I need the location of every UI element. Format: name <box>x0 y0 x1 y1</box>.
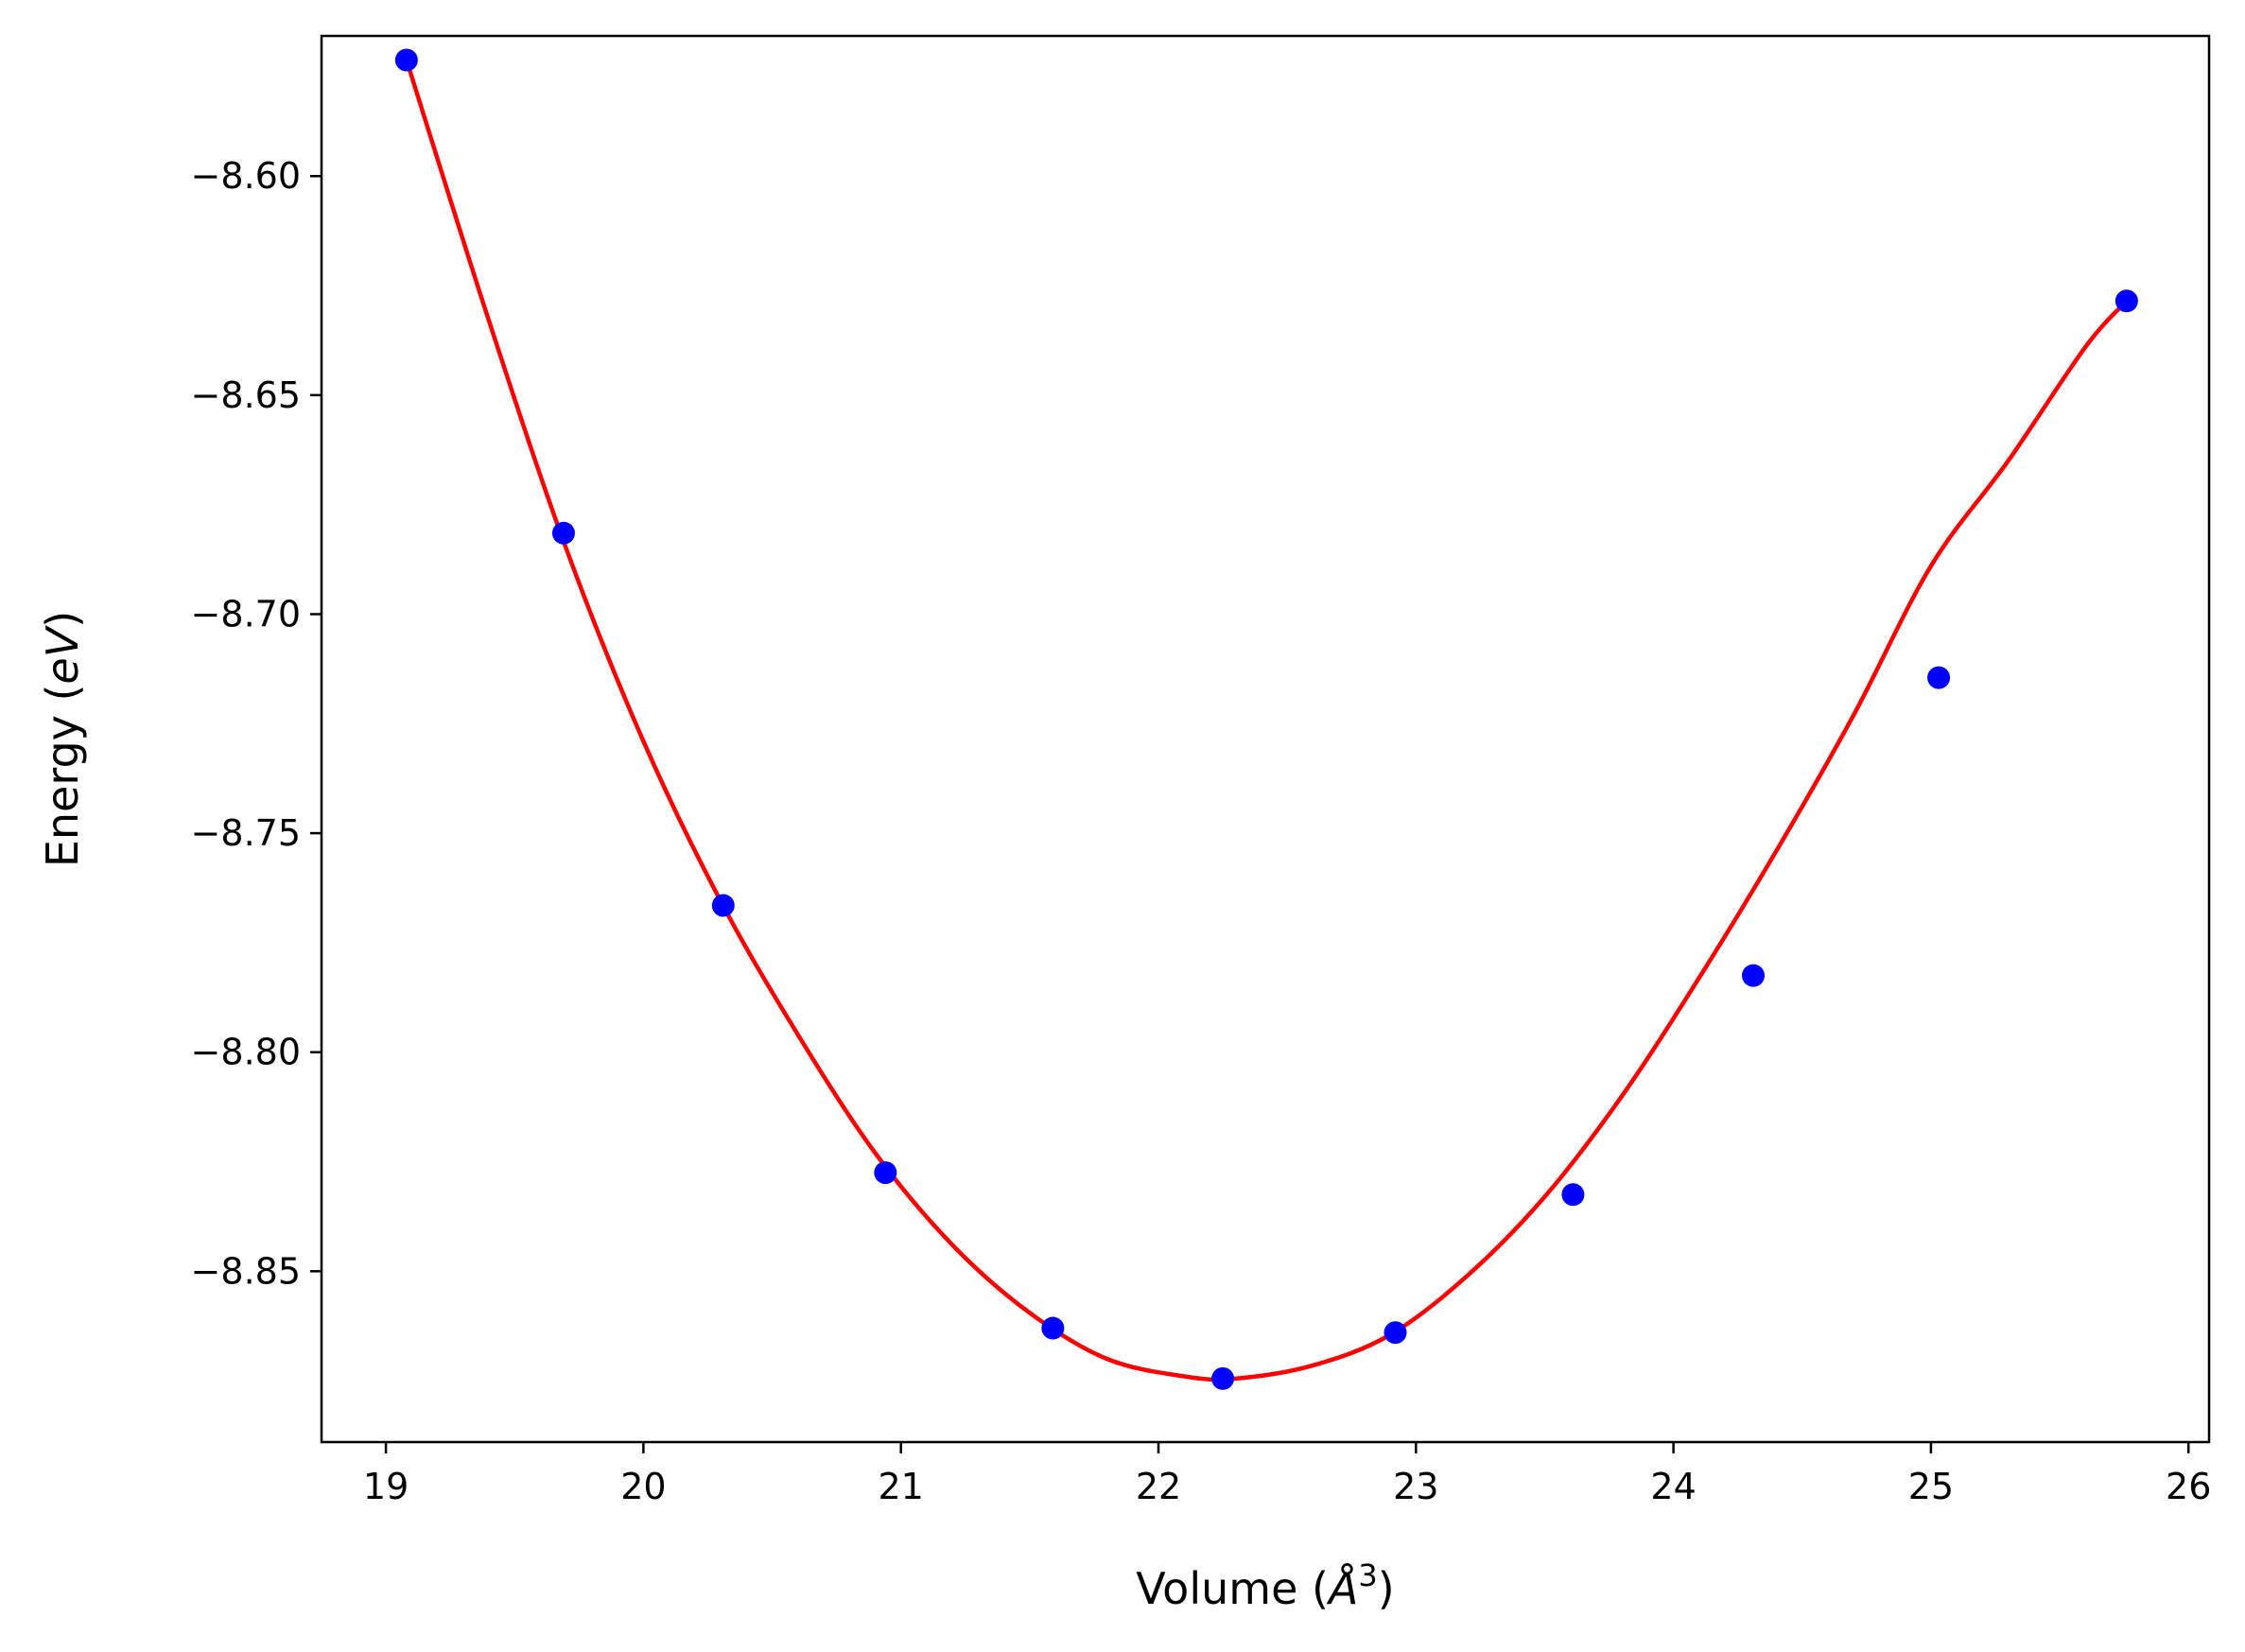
axes-frame <box>320 34 2211 1444</box>
data-point <box>394 48 418 72</box>
x-axis-label: Volume (Å3) <box>1136 1557 1394 1614</box>
y-tick-label: −8.60 <box>191 155 301 197</box>
y-tick-label: −8.85 <box>191 1250 301 1292</box>
x-tick-label: 23 <box>1393 1466 1438 1507</box>
x-tick-label: 26 <box>2166 1466 2211 1507</box>
data-point <box>551 521 575 545</box>
data-layer <box>394 48 2138 1390</box>
x-tick-label: 20 <box>620 1466 666 1507</box>
data-point <box>874 1161 897 1185</box>
y-tick-label: −8.80 <box>191 1032 301 1073</box>
data-point <box>2114 289 2138 313</box>
data-point <box>1742 964 1766 987</box>
y-tick-label: −8.75 <box>191 812 301 854</box>
data-point <box>1211 1366 1235 1390</box>
x-tick-label: 21 <box>879 1466 924 1507</box>
y-tick-label: −8.70 <box>191 593 301 635</box>
data-point <box>1561 1183 1585 1207</box>
x-tick-label: 19 <box>363 1466 409 1507</box>
data-point <box>1384 1321 1407 1345</box>
y-tick-label: −8.65 <box>191 374 301 416</box>
x-tick-label: 22 <box>1136 1466 1181 1507</box>
fit-curve-line <box>404 59 2129 1382</box>
y-axis-ticks: −8.60 −8.65 −8.70 −8.75 −8.80 −8.85 <box>191 155 322 1292</box>
data-point <box>711 894 735 917</box>
data-point <box>1927 666 1951 689</box>
x-axis-ticks: 19 20 21 22 23 24 25 26 <box>363 1442 2211 1507</box>
data-point <box>1041 1316 1065 1340</box>
x-tick-label: 24 <box>1650 1466 1696 1507</box>
y-axis-label: Energy (eV) <box>37 611 88 867</box>
x-tick-label: 25 <box>1908 1466 1954 1507</box>
